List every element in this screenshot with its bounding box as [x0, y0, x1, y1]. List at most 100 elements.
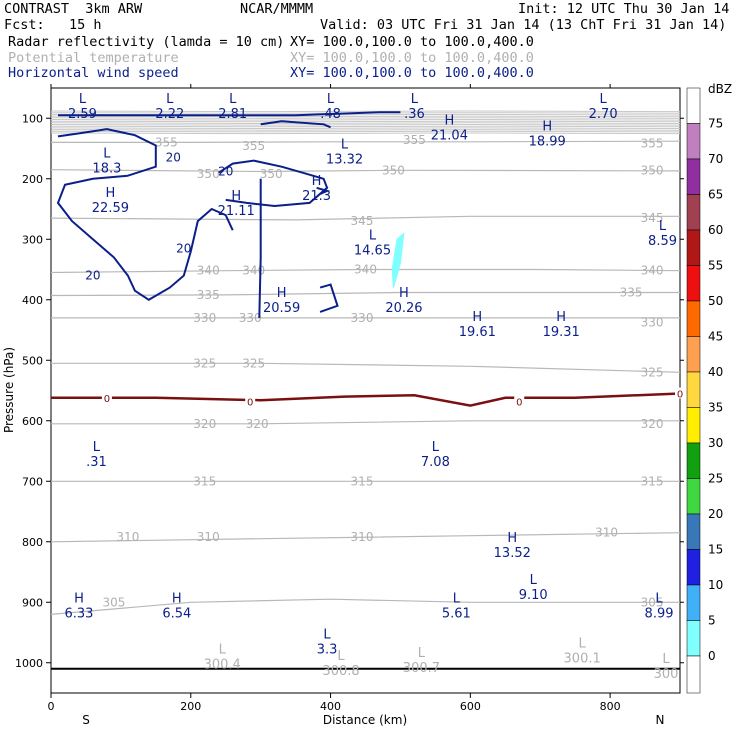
x-tick-label: 200: [180, 700, 201, 713]
colorbar-label: 40: [708, 365, 723, 379]
colorbar-swatch: [686, 407, 701, 444]
extremum-value: .48: [320, 107, 341, 122]
extremum-marker: L: [323, 628, 331, 643]
extremum-marker: L: [418, 646, 426, 661]
extremum-marker: L: [662, 652, 670, 667]
field-name-theta: Potential temperature: [8, 50, 179, 66]
theta-contour-label: 325: [242, 356, 265, 370]
extremum-value: 300.4: [204, 658, 241, 673]
extremum-marker: H: [399, 286, 409, 301]
theta-contour-label: 330: [239, 311, 262, 325]
theta-contour-label: 305: [641, 595, 664, 609]
extremum-value: 2.70: [589, 107, 618, 122]
theta-contour-line: [50, 291, 680, 297]
colorbar-swatch: [686, 442, 701, 479]
extremum-marker: L: [103, 147, 111, 162]
field-xy-reflectivity: XY= 100.0,100.0 to 100.0,400.0: [290, 34, 534, 50]
forecast-hour: Fcst: 15 h: [4, 17, 102, 33]
colorbar-swatch: [686, 229, 701, 266]
extremum-value: 22.59: [92, 201, 129, 216]
colorbar-swatch: [686, 336, 701, 373]
theta-contour-label: 355: [242, 139, 265, 153]
theta-contour-line: [50, 215, 680, 221]
theta-contour-line: [50, 110, 681, 113]
theta-contour-line: [51, 420, 680, 425]
wind-contour-line: [319, 283, 339, 313]
theta-contour-line: [50, 117, 681, 119]
y-tick-label: 200: [22, 173, 43, 186]
extremum-value: 8.99: [645, 606, 674, 621]
colorbar-label: 25: [708, 472, 723, 486]
zero-dbz-label: 0: [247, 397, 253, 408]
x-axis-label: Distance (km): [323, 713, 407, 727]
theta-contour-label: 345: [351, 214, 374, 228]
y-tick-label: 900: [22, 596, 43, 609]
theta-contour-label: 350: [197, 167, 220, 181]
theta-contour-line: [50, 268, 681, 274]
extremum-marker: L: [166, 92, 174, 107]
axes: Distance (km) Pressure (hPa) S N 0 200 400…: [2, 84, 684, 727]
valid-time: Valid: 03 UTC Fri 31 Jan 14 (13 ChT Fri …: [320, 17, 727, 33]
y-tick-label: 500: [22, 354, 43, 367]
colorbar-swatch: [686, 478, 701, 515]
extremum-value: 21.11: [218, 204, 255, 219]
wind-contour-label: 20: [218, 164, 233, 178]
colorbar-label: 70: [708, 152, 723, 166]
theta-contour-line: [50, 120, 681, 123]
theta-contour-line: [50, 532, 681, 543]
reflectivity-cells: [391, 231, 405, 288]
theta-contour-line: [50, 598, 680, 615]
colorbar-swatch: [686, 584, 701, 621]
extremum-value: 2.59: [68, 107, 97, 122]
extremum-value: 300.8: [322, 664, 359, 679]
colorbar-label: 55: [708, 259, 723, 273]
extremum-value: 6.33: [64, 606, 93, 621]
extremum-value: 5.61: [442, 606, 471, 621]
zero-label-backing: [245, 395, 256, 407]
extremum-value: 13.32: [326, 153, 363, 168]
extremum-value: 20.26: [385, 301, 422, 316]
extremum-marker: L: [93, 440, 101, 455]
extremum-marker: H: [472, 310, 482, 325]
extremum-marker: H: [74, 591, 84, 606]
extremum-value: 19.61: [459, 325, 496, 340]
zero-dbz-label: 0: [104, 394, 110, 405]
y-tick-label: 300: [22, 233, 43, 246]
theta-contour-label: 355: [403, 133, 426, 147]
theta-contour-line: [50, 115, 681, 118]
colorbar-swatch: [686, 123, 701, 160]
y-tick-label: 400: [22, 294, 43, 307]
extremum-marker: L: [432, 440, 440, 455]
theta-contour-line: [50, 118, 681, 121]
extremum-marker: L: [337, 649, 345, 664]
theta-contour-label: 310: [116, 530, 139, 544]
wind-contour-line: [316, 186, 331, 195]
colorbar-label: 50: [708, 294, 723, 308]
wind-contour-line: [258, 178, 262, 318]
theta-contour-label: 345: [641, 211, 664, 225]
extremum-value: 21.04: [431, 128, 468, 143]
theta-contour-label: 305: [102, 595, 125, 609]
y-tick-label: 700: [22, 475, 43, 488]
field-name-wind: Horizontal wind speed: [8, 65, 179, 81]
extremum-value: 19.31: [543, 325, 580, 340]
field-name-reflectivity: Radar reflectivity (lamda = 10 cm): [8, 34, 285, 50]
theta-contour-label: 340: [641, 264, 664, 278]
colorbar-label: 65: [708, 188, 723, 202]
extremum-marker: H: [312, 174, 322, 189]
reflectivity-cell: [391, 231, 405, 288]
extremum-marker: H: [507, 531, 517, 546]
theta-contour-label: 340: [242, 264, 265, 278]
extremum-marker: L: [219, 643, 227, 658]
theta-contour-line: [50, 132, 681, 135]
extremum-marker: H: [277, 286, 287, 301]
theta-contour-line: [51, 362, 681, 373]
colorbar-swatch: [686, 513, 701, 550]
colorbar-swatch: [686, 300, 701, 337]
init-time: Init: 12 UTC Thu 30 Jan 14: [518, 1, 730, 17]
field-xy-theta: XY= 100.0,100.0 to 100.0,400.0: [290, 50, 534, 66]
y-tick-label: 800: [22, 536, 43, 549]
extremum-value: .31: [86, 455, 107, 470]
extremum-marker: H: [444, 113, 454, 128]
theta-contour-label: 315: [641, 474, 664, 488]
